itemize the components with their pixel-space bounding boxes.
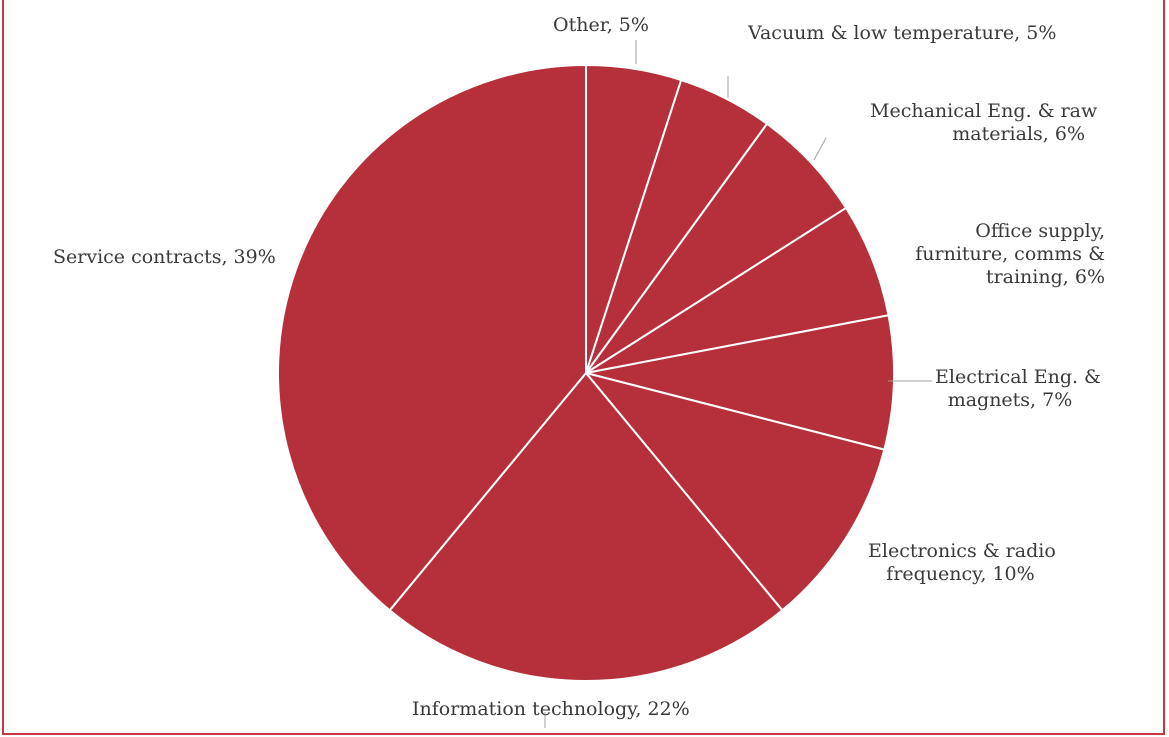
label-vacuum: Vacuum & low temperature, 5%	[748, 22, 1057, 44]
leader-line	[813, 137, 827, 161]
pie-slice-electrical-eng-magnets	[585, 314, 895, 451]
label-electrical: Electrical Eng. & magnets, 7%	[935, 366, 1101, 411]
label-service-contracts: Service contracts, 39%	[53, 246, 276, 268]
label-information-technology: Information technology, 22%	[412, 698, 690, 720]
label-mechanical: Mechanical Eng. & raw materials, 6%	[870, 100, 1098, 145]
pie-slice-electronics-radio-frequency	[583, 371, 886, 612]
pie-slice-service-contracts	[277, 63, 587, 612]
pie-slice-information-technology	[388, 371, 784, 682]
label-electronics: Electronics & radio frequency, 10%	[868, 540, 1056, 585]
label-other: Other, 5%	[553, 14, 649, 36]
label-office: Office supply, furniture, comms & training…	[915, 220, 1105, 288]
